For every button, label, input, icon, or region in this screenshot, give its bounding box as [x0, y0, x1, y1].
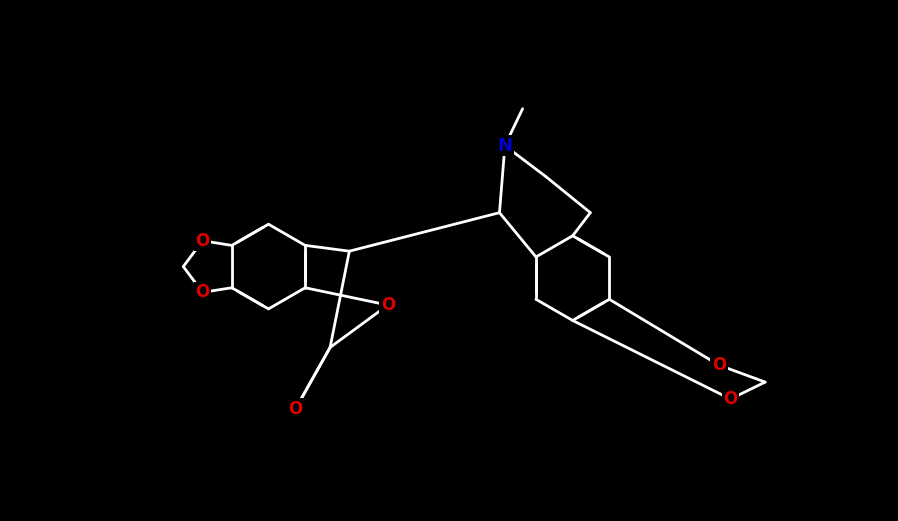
Text: O: O	[712, 356, 726, 374]
Text: O: O	[196, 232, 210, 250]
Text: O: O	[196, 283, 210, 301]
Text: O: O	[381, 296, 395, 314]
Text: O: O	[288, 400, 303, 418]
Text: O: O	[724, 390, 737, 408]
Text: N: N	[497, 137, 513, 155]
